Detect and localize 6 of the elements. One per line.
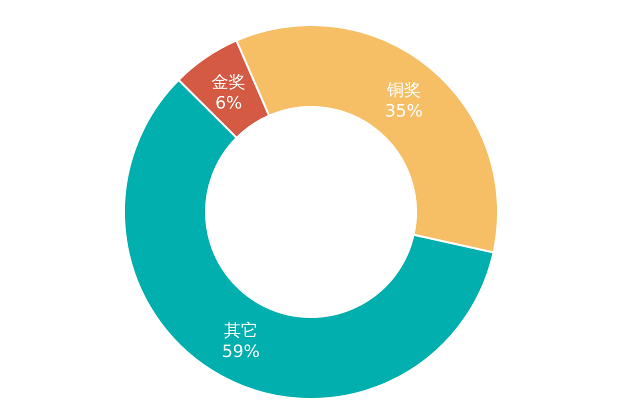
data-label: 59% <box>222 342 260 362</box>
slice-label: 其它 <box>224 321 258 342</box>
data-label: 35% <box>384 101 423 122</box>
slice-label: 金奖 <box>212 72 246 92</box>
data-label: 6% <box>215 93 242 114</box>
slice-label: 铜奖 <box>386 80 421 100</box>
